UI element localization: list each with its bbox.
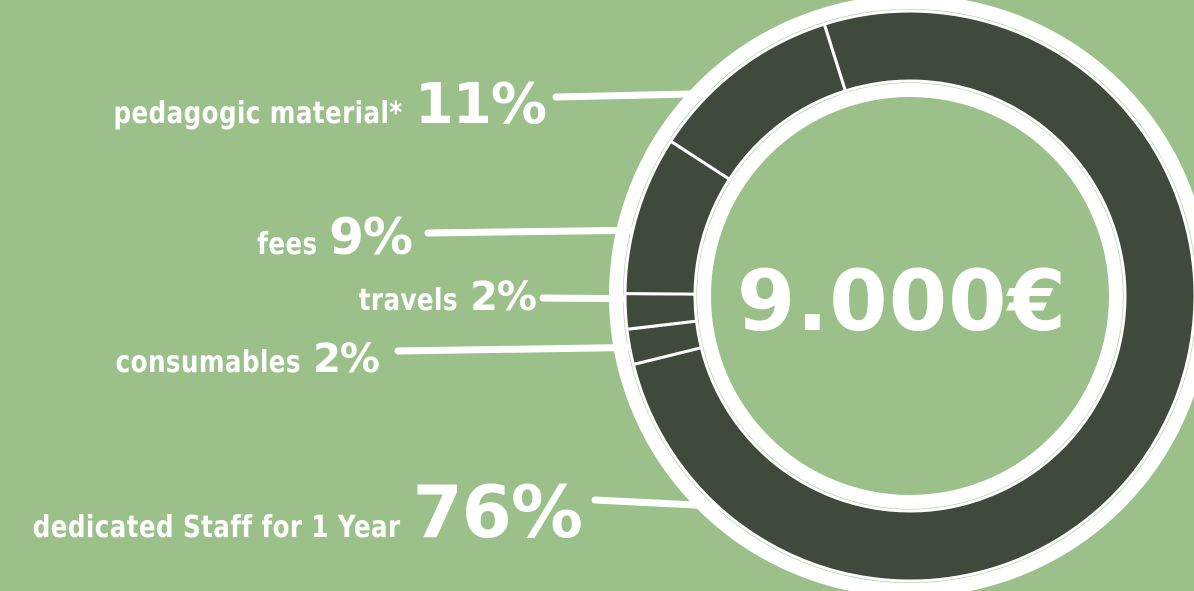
donut-inner-ring xyxy=(697,83,1123,509)
leader-line-fees xyxy=(424,226,654,237)
slice-label-travels: travels xyxy=(358,283,459,318)
slice-value-pedagogic-material: 11% xyxy=(414,72,547,137)
slice-value-fees: 9% xyxy=(329,208,413,266)
label-consumables: consumables 2% xyxy=(75,336,380,382)
slice-label-pedagogic-material: pedagogic material* xyxy=(113,96,403,131)
slice-value-travels: 2% xyxy=(470,274,537,320)
label-pedagogic-material: pedagogic material* 11% xyxy=(50,72,547,137)
donut-center-total: 9.000€ xyxy=(736,252,1068,350)
slice-pedagogic-material xyxy=(668,22,848,182)
slice-value-consumables: 2% xyxy=(313,336,380,382)
slice-value-dedicated-staff: 76% xyxy=(412,470,583,554)
donut-outer-ring xyxy=(609,0,1194,591)
label-travels: travels 2% xyxy=(337,274,537,320)
label-dedicated-staff: dedicated Staff for 1 Year 76% xyxy=(0,470,583,554)
slice-dedicated-staff xyxy=(631,9,1194,583)
slice-label-consumables: consumables xyxy=(115,345,302,380)
label-fees: fees 9% xyxy=(244,208,413,266)
donut-slices xyxy=(609,0,1194,591)
slice-label-dedicated-staff: dedicated Staff for 1 Year xyxy=(32,510,401,545)
slice-label-fees: fees xyxy=(256,227,318,262)
